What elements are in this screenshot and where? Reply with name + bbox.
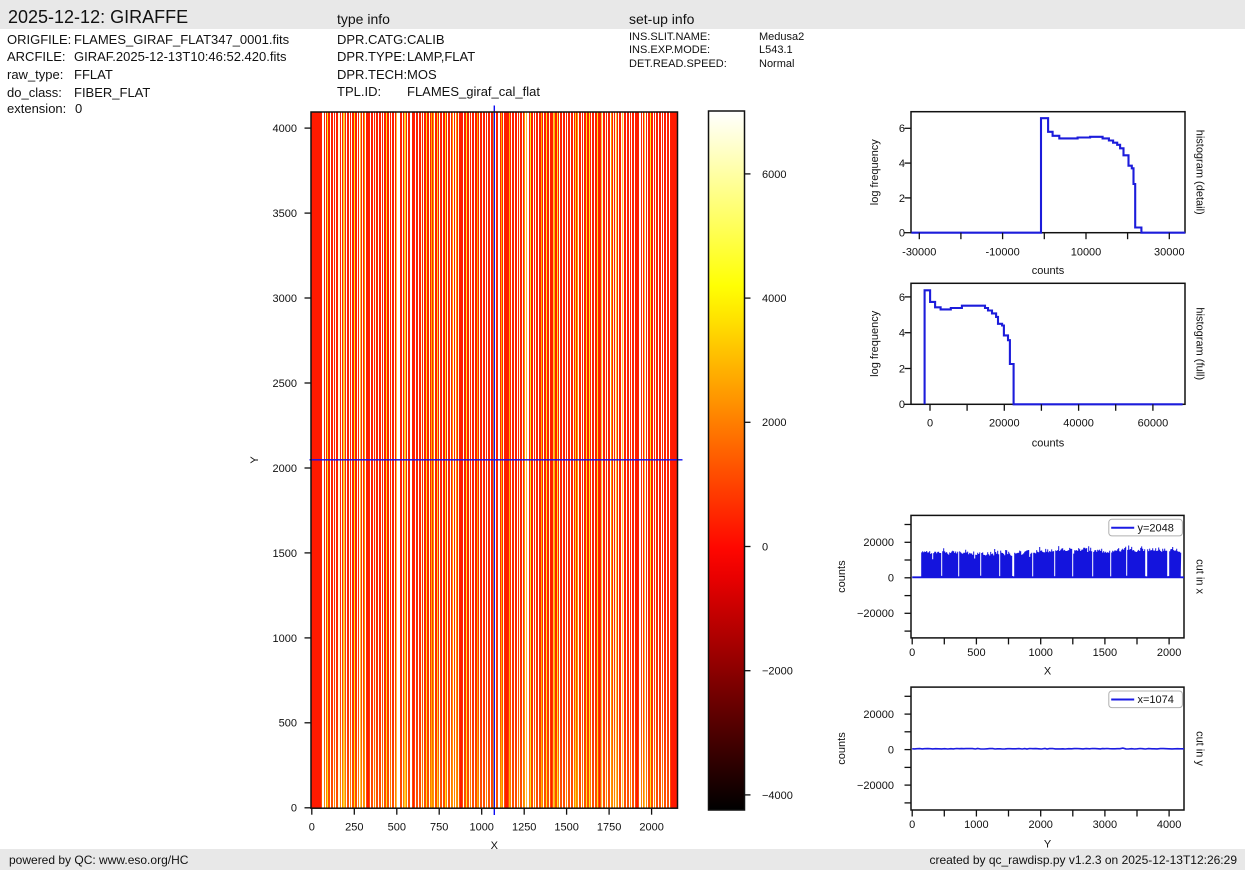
svg-text:0: 0 <box>291 803 297 815</box>
svg-text:20000: 20000 <box>989 418 1020 430</box>
svg-text:0: 0 <box>909 819 915 831</box>
svg-text:X: X <box>1044 666 1052 678</box>
svg-text:0: 0 <box>888 745 894 757</box>
svg-text:2000: 2000 <box>1157 647 1181 659</box>
svg-text:1750: 1750 <box>597 822 621 834</box>
svg-text:500: 500 <box>967 647 985 659</box>
svg-text:6: 6 <box>899 123 905 135</box>
svg-text:1500: 1500 <box>554 822 578 834</box>
svg-text:40000: 40000 <box>1063 418 1094 430</box>
svg-text:4000: 4000 <box>1157 819 1181 831</box>
svg-text:1500: 1500 <box>1093 647 1117 659</box>
svg-text:60000: 60000 <box>1138 418 1169 430</box>
svg-text:0: 0 <box>888 573 894 585</box>
svg-text:counts: counts <box>836 732 848 765</box>
svg-text:10000: 10000 <box>1071 247 1102 259</box>
svg-text:2000: 2000 <box>273 463 297 475</box>
svg-text:Y: Y <box>249 456 261 464</box>
svg-text:2: 2 <box>899 193 905 205</box>
svg-text:3500: 3500 <box>273 208 297 220</box>
svg-text:histogram (detail): histogram (detail) <box>1194 130 1206 215</box>
svg-text:Y: Y <box>1044 839 1052 851</box>
svg-text:counts: counts <box>836 560 848 593</box>
svg-text:-30000: -30000 <box>902 247 936 259</box>
svg-text:4: 4 <box>899 328 905 340</box>
svg-text:2500: 2500 <box>273 378 297 390</box>
svg-text:2: 2 <box>899 363 905 375</box>
svg-text:6000: 6000 <box>762 169 786 181</box>
svg-text:20000: 20000 <box>863 537 894 549</box>
svg-text:2000: 2000 <box>762 417 786 429</box>
svg-text:4000: 4000 <box>273 123 297 135</box>
svg-text:20000: 20000 <box>863 709 894 721</box>
svg-text:counts: counts <box>1032 438 1065 450</box>
svg-text:1250: 1250 <box>512 822 536 834</box>
svg-text:4: 4 <box>899 158 905 170</box>
svg-text:500: 500 <box>388 822 406 834</box>
svg-text:log frequency: log frequency <box>869 139 881 206</box>
svg-text:750: 750 <box>430 822 448 834</box>
svg-text:3000: 3000 <box>273 293 297 305</box>
svg-text:−2000: −2000 <box>762 666 793 678</box>
svg-text:X: X <box>491 840 499 852</box>
svg-text:counts: counts <box>1032 265 1065 277</box>
svg-text:1000: 1000 <box>273 633 297 645</box>
svg-text:y=2048: y=2048 <box>1138 522 1174 534</box>
svg-text:-10000: -10000 <box>985 247 1019 259</box>
svg-text:histogram (full): histogram (full) <box>1194 307 1206 380</box>
svg-text:0: 0 <box>899 399 905 411</box>
svg-text:0: 0 <box>899 228 905 240</box>
svg-text:4000: 4000 <box>762 293 786 305</box>
svg-text:0: 0 <box>762 541 768 553</box>
svg-text:500: 500 <box>279 718 297 730</box>
svg-text:3000: 3000 <box>1093 819 1117 831</box>
svg-text:6: 6 <box>899 292 905 304</box>
svg-text:0: 0 <box>927 418 933 430</box>
svg-text:30000: 30000 <box>1154 247 1185 259</box>
svg-text:log frequency: log frequency <box>869 310 881 377</box>
svg-text:0: 0 <box>309 822 315 834</box>
svg-text:cut in x: cut in x <box>1194 559 1206 594</box>
svg-text:x=1074: x=1074 <box>1138 694 1174 706</box>
svg-text:1500: 1500 <box>273 548 297 560</box>
svg-text:0: 0 <box>909 647 915 659</box>
svg-text:−20000: −20000 <box>857 608 894 620</box>
svg-text:cut in y: cut in y <box>1194 731 1206 766</box>
svg-text:−20000: −20000 <box>857 780 894 792</box>
svg-text:1000: 1000 <box>964 819 988 831</box>
svg-text:1000: 1000 <box>469 822 493 834</box>
svg-text:2000: 2000 <box>1028 819 1052 831</box>
svg-text:2000: 2000 <box>639 822 663 834</box>
svg-text:250: 250 <box>345 822 363 834</box>
svg-text:−4000: −4000 <box>762 790 793 802</box>
svg-text:1000: 1000 <box>1028 647 1052 659</box>
